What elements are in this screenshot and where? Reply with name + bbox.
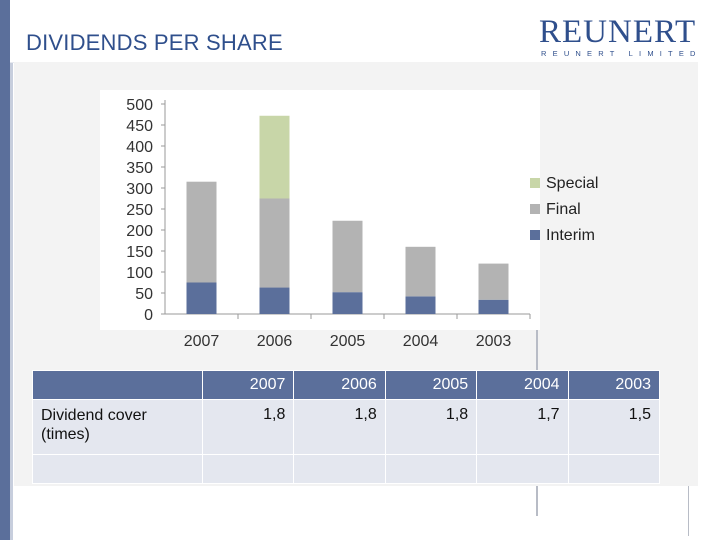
bar-final-2003 xyxy=(478,263,509,300)
divider-line xyxy=(688,486,689,536)
table-cell: 1,8 xyxy=(201,399,295,455)
y-tick-label: 400 xyxy=(126,139,153,156)
y-tick-label: 150 xyxy=(126,244,153,261)
legend-label-interim: Interim xyxy=(546,227,595,244)
table-header-cell: 2006 xyxy=(293,370,386,400)
company-logo: REUNERT REUNERT LIMITED xyxy=(535,14,695,58)
left-accent-bar xyxy=(0,0,10,540)
table-cell: 1,8 xyxy=(384,399,478,455)
row-label: Dividend cover (times) xyxy=(32,399,203,455)
y-tick-label: 350 xyxy=(126,160,153,177)
legend-label-special: Special xyxy=(546,175,598,192)
chart-plot-background xyxy=(100,90,540,330)
table-cell xyxy=(567,454,661,484)
y-tick-label: 450 xyxy=(126,118,153,135)
table-cell xyxy=(201,454,295,484)
x-tick-label: 2005 xyxy=(330,333,366,350)
table-row: Dividend cover (times) 1,8 1,8 1,8 1,7 1… xyxy=(32,399,661,455)
dividend-cover-table: 2007 2006 2005 2004 2003 Dividend cover … xyxy=(32,370,661,484)
bar-interim-2007 xyxy=(186,282,217,314)
table-cell xyxy=(32,454,203,484)
y-tick-label: 50 xyxy=(135,286,153,303)
x-tick-label: 2003 xyxy=(476,333,512,350)
bar-final-2006 xyxy=(259,198,290,288)
table-row xyxy=(32,454,661,484)
table-cell xyxy=(293,454,386,484)
table-cell: 1,7 xyxy=(476,399,569,455)
table-cell xyxy=(476,454,569,484)
bar-final-2007 xyxy=(186,181,217,283)
x-tick-label: 2007 xyxy=(184,333,220,350)
table-cell xyxy=(384,454,478,484)
bar-final-2005 xyxy=(332,220,363,293)
legend-swatch-interim xyxy=(530,230,540,240)
left-accent-stripe xyxy=(10,62,13,540)
y-tick-label: 500 xyxy=(126,97,153,114)
y-tick-label: 200 xyxy=(126,223,153,240)
y-tick-label: 300 xyxy=(126,181,153,198)
bar-interim-2004 xyxy=(405,296,436,314)
bar-final-2004 xyxy=(405,246,436,297)
bar-interim-2005 xyxy=(332,292,363,314)
table-header-cell: 2004 xyxy=(476,370,569,400)
table-header-cell: 2007 xyxy=(201,370,295,400)
logo-subtext: REUNERT LIMITED xyxy=(541,49,702,58)
legend-swatch-final xyxy=(530,204,540,214)
bar-interim-2003 xyxy=(478,299,509,314)
y-tick-label: 0 xyxy=(144,307,153,324)
divider-line xyxy=(536,486,538,516)
table-header-row: 2007 2006 2005 2004 2003 xyxy=(32,370,661,400)
table-header-cell: 2005 xyxy=(384,370,478,400)
legend-swatch-special xyxy=(530,178,540,188)
table-header-cell: 2003 xyxy=(567,370,661,400)
y-tick-label: 250 xyxy=(126,202,153,219)
divider-line xyxy=(536,330,538,370)
legend-label-final: Final xyxy=(546,201,581,218)
logo-wordmark: REUNERT xyxy=(539,14,697,50)
table-cell: 1,8 xyxy=(293,399,386,455)
slide-title: DIVIDENDS PER SHARE xyxy=(26,30,283,55)
x-tick-label: 2004 xyxy=(403,333,439,350)
bar-interim-2006 xyxy=(259,287,290,314)
bar-special-2006 xyxy=(259,115,290,199)
y-tick-label: 100 xyxy=(126,265,153,282)
table-header-cell xyxy=(32,370,203,400)
table-cell: 1,5 xyxy=(567,399,661,455)
x-tick-label: 2006 xyxy=(257,333,293,350)
